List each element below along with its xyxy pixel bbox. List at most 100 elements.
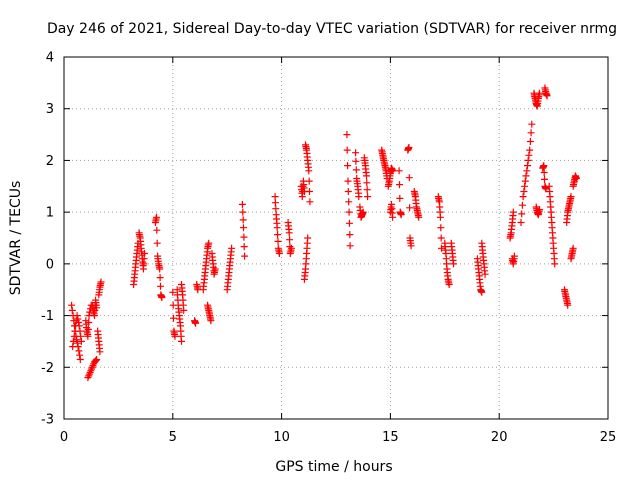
data-point bbox=[509, 208, 517, 216]
y-axis-label: SDTVAR / TECUs bbox=[8, 181, 24, 296]
data-point bbox=[240, 233, 248, 241]
data-point bbox=[520, 188, 528, 195]
data-point bbox=[510, 252, 518, 260]
data-point bbox=[524, 162, 531, 170]
data-point bbox=[77, 332, 85, 340]
data-point bbox=[207, 317, 215, 325]
data-point bbox=[93, 304, 101, 312]
data-point bbox=[240, 243, 248, 251]
data-point bbox=[178, 337, 185, 345]
data-point bbox=[70, 332, 78, 340]
data-point bbox=[241, 252, 249, 260]
y-tick-label: 0 bbox=[46, 257, 54, 272]
data-point bbox=[68, 301, 76, 309]
data-point bbox=[238, 200, 246, 208]
data-point bbox=[275, 250, 283, 257]
data-point bbox=[75, 347, 83, 355]
data-point bbox=[355, 193, 363, 201]
y-tick-label: 2 bbox=[46, 154, 54, 169]
tick-marks bbox=[63, 56, 609, 420]
data-point bbox=[153, 226, 161, 234]
data-point bbox=[524, 156, 532, 164]
data-point bbox=[363, 186, 371, 194]
x-tick-label: 15 bbox=[382, 430, 399, 445]
data-point bbox=[306, 188, 313, 195]
x-tick-labels: 0 5 10 15 20 25 bbox=[60, 430, 616, 445]
data-point bbox=[343, 146, 351, 154]
data-point bbox=[344, 177, 352, 185]
data-point bbox=[169, 288, 177, 296]
data-point bbox=[85, 319, 93, 326]
data-point bbox=[436, 213, 444, 221]
data-point bbox=[344, 188, 352, 195]
data-point bbox=[74, 315, 82, 323]
data-point bbox=[345, 208, 353, 216]
data-point bbox=[88, 363, 96, 371]
data-point bbox=[364, 193, 372, 201]
data-point bbox=[541, 175, 548, 183]
data-point bbox=[346, 242, 354, 250]
data-point bbox=[540, 162, 548, 170]
data-point bbox=[359, 208, 367, 216]
data-point bbox=[84, 325, 92, 333]
data-point bbox=[437, 234, 445, 242]
y-tick-label: -3 bbox=[41, 413, 54, 428]
data-point bbox=[84, 374, 92, 382]
data-point bbox=[306, 198, 314, 206]
data-point bbox=[518, 201, 526, 209]
data-point bbox=[526, 138, 534, 145]
data-point bbox=[346, 231, 354, 239]
data-point bbox=[518, 210, 526, 218]
data-point bbox=[478, 288, 486, 296]
data-point bbox=[521, 182, 529, 190]
data-point bbox=[274, 237, 282, 245]
data-point bbox=[389, 213, 397, 221]
data-point bbox=[344, 162, 352, 170]
data-point bbox=[93, 356, 101, 363]
data-point bbox=[170, 314, 177, 322]
y-tick-label: 4 bbox=[46, 51, 54, 66]
data-point bbox=[239, 208, 247, 216]
data-point bbox=[304, 234, 312, 242]
y-tick-label: 1 bbox=[46, 206, 54, 221]
data-point bbox=[228, 244, 236, 252]
data-point bbox=[287, 244, 295, 252]
data-point bbox=[156, 265, 164, 273]
data-point bbox=[395, 167, 403, 175]
y-tick-labels: -3 -2 -1 0 1 2 3 4 bbox=[41, 51, 54, 428]
data-point bbox=[205, 239, 213, 247]
data-point bbox=[97, 278, 105, 286]
data-point bbox=[77, 337, 85, 345]
x-tick-label: 5 bbox=[169, 430, 177, 445]
x-tick-label: 0 bbox=[60, 430, 68, 445]
x-tick-label: 10 bbox=[273, 430, 290, 445]
data-point bbox=[397, 211, 405, 219]
data-point bbox=[521, 177, 529, 185]
data-point bbox=[76, 356, 84, 363]
data-point bbox=[286, 236, 294, 244]
data-point bbox=[551, 260, 559, 268]
data-point bbox=[92, 356, 100, 364]
data-point bbox=[153, 239, 161, 247]
data-point bbox=[240, 224, 247, 232]
data-point bbox=[523, 167, 531, 175]
x-tick-label: 20 bbox=[491, 430, 508, 445]
data-point bbox=[437, 224, 445, 232]
data-point bbox=[540, 169, 548, 176]
data-point bbox=[239, 216, 247, 224]
data-point bbox=[415, 213, 423, 221]
data-point bbox=[406, 204, 414, 212]
data-point bbox=[528, 120, 536, 128]
data-point bbox=[158, 294, 166, 301]
data-point bbox=[76, 327, 84, 335]
data-point bbox=[517, 219, 525, 226]
data-point bbox=[536, 89, 543, 97]
data-point bbox=[73, 312, 81, 320]
data-point bbox=[69, 343, 77, 351]
data-point bbox=[285, 229, 293, 237]
data-point bbox=[536, 206, 543, 214]
data-point bbox=[389, 167, 397, 175]
data-point bbox=[352, 149, 360, 157]
data-point bbox=[363, 179, 371, 187]
